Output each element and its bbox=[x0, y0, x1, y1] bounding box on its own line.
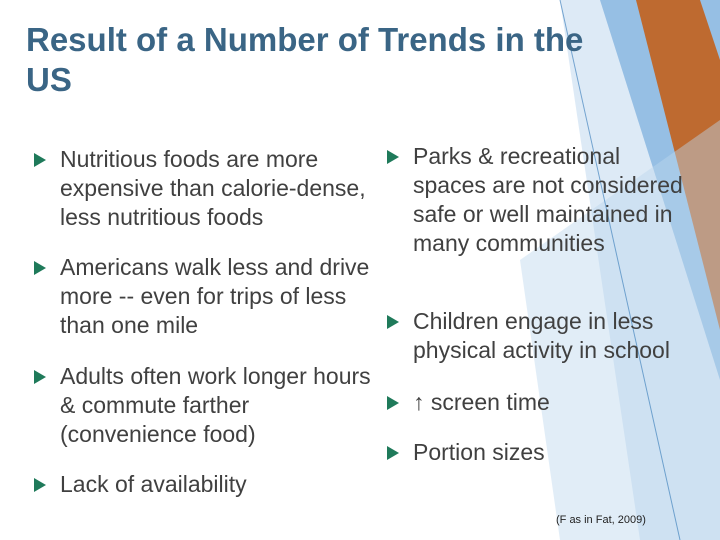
bullet: Portion sizes bbox=[387, 438, 695, 467]
bullet: Americans walk less and drive more -- ev… bbox=[34, 253, 375, 340]
bullet-text: Adults often work longer hours & commute… bbox=[60, 363, 371, 447]
bullet-text: Lack of availability bbox=[60, 471, 247, 497]
bullet-text: ↑ screen time bbox=[413, 389, 550, 415]
bullet-text: Children engage in less physical activit… bbox=[413, 308, 670, 363]
footnote: (F as in Fat, 2009) bbox=[556, 514, 646, 526]
bullet: Lack of availability bbox=[34, 470, 375, 499]
bullet-text: Portion sizes bbox=[413, 439, 545, 465]
bullet-text: Americans walk less and drive more -- ev… bbox=[60, 254, 370, 338]
bullet-text: Nutritious foods are more expensive than… bbox=[60, 146, 366, 230]
bullet: Adults often work longer hours & commute… bbox=[34, 362, 375, 449]
bullet: ↑ screen time bbox=[387, 388, 695, 417]
slide-title: Result of a Number of Trends in the US bbox=[26, 21, 584, 98]
bullet: Children engage in less physical activit… bbox=[387, 307, 695, 365]
bullet-text: Parks & recreational spaces are not cons… bbox=[413, 143, 683, 256]
bullet: Parks & recreational spaces are not cons… bbox=[387, 142, 695, 258]
bullet: Nutritious foods are more expensive than… bbox=[34, 145, 375, 232]
